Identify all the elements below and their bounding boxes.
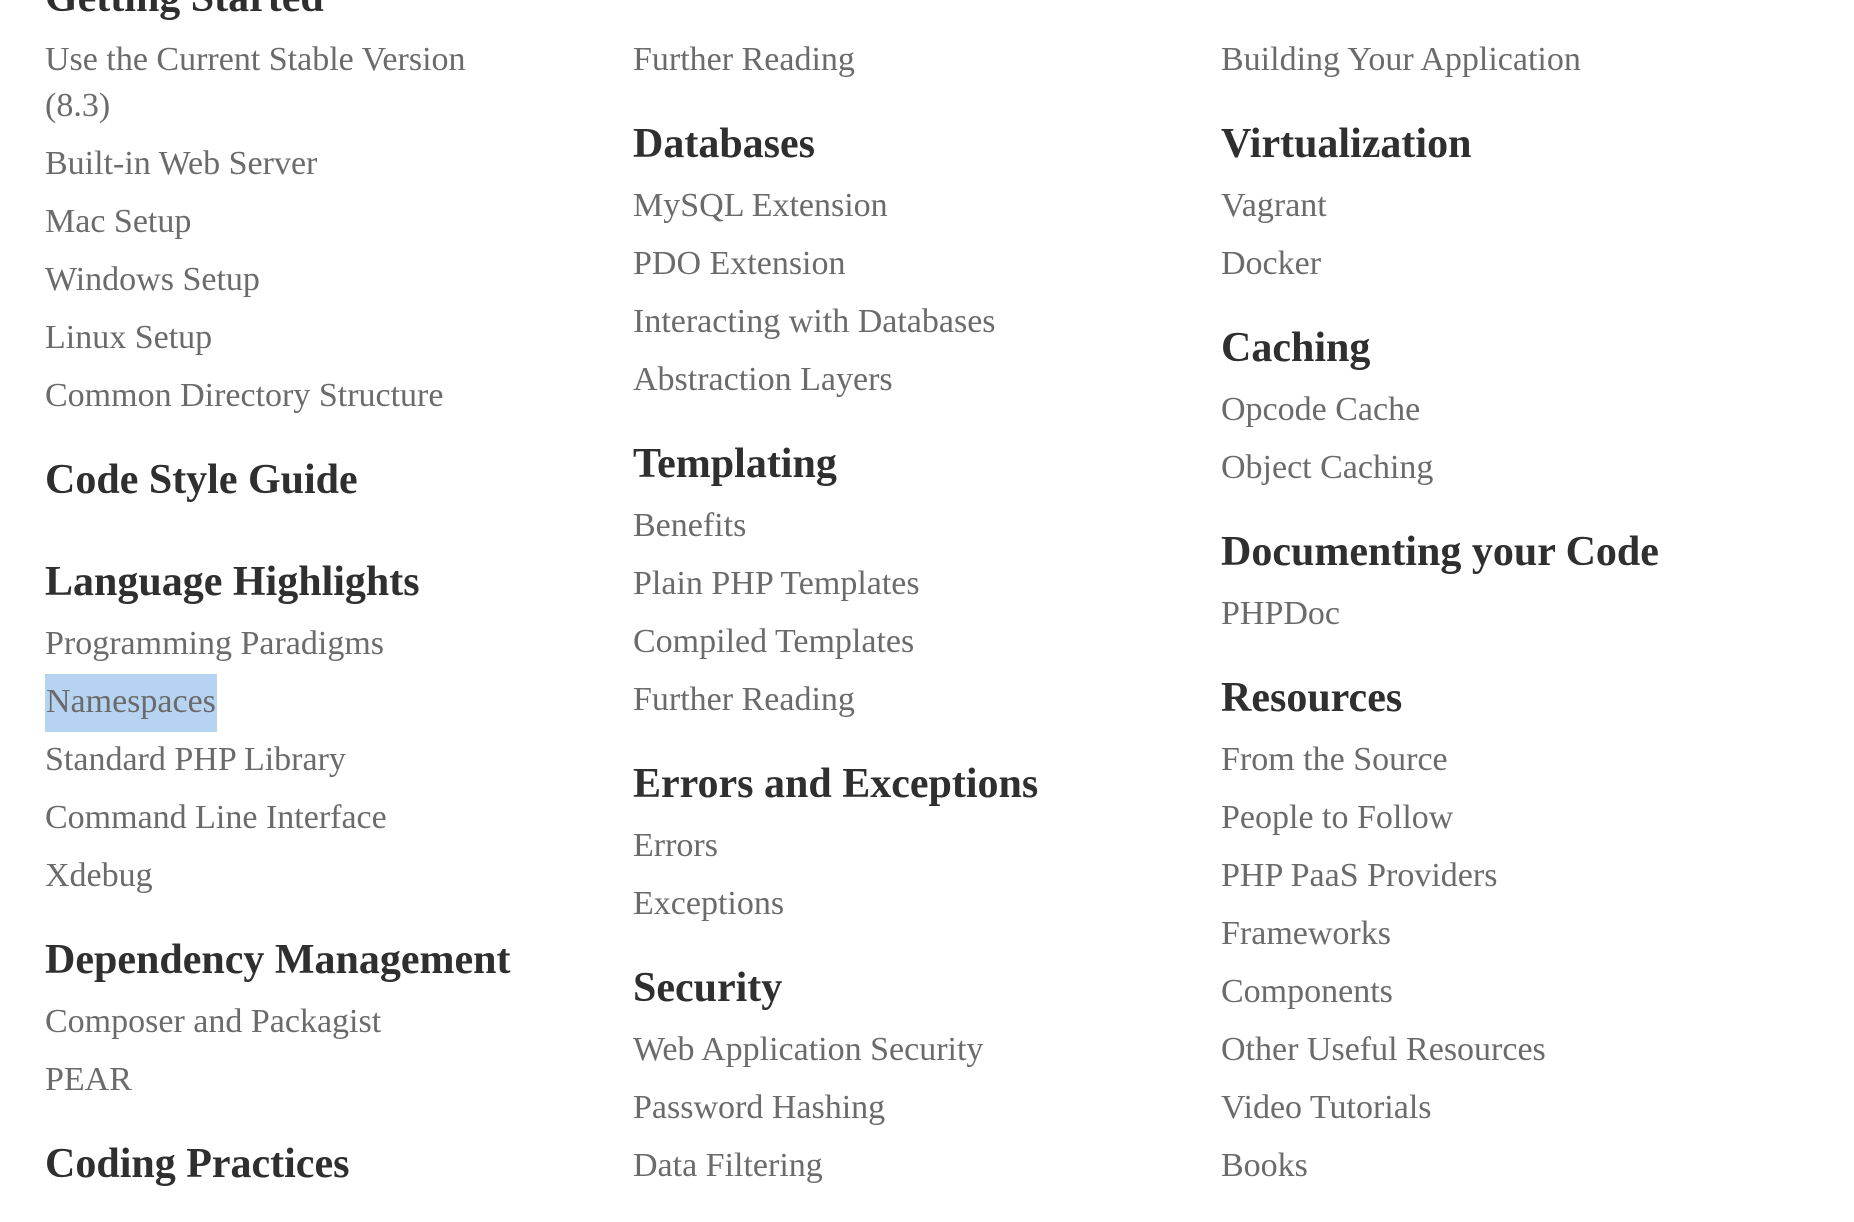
section-title-code-style-guide[interactable]: Code Style Guide [45,457,358,503]
section-items: MySQL Extension PDO Extension Interactin… [633,178,1221,410]
section-title-documenting-your-code[interactable]: Documenting your Code [1221,529,1659,575]
link-web-application-security[interactable]: Web Application Security [633,1031,984,1068]
link-mysql-extension[interactable]: MySQL Extension [633,187,888,224]
section-virtualization: Virtualization Vagrant Docker [1221,116,1809,294]
section-title-resources[interactable]: Resources [1221,675,1403,721]
section-title-templating[interactable]: Templating [633,441,837,487]
link-exceptions[interactable]: Exceptions [633,885,785,922]
section-items: Programming Paradigms Namespaces Standar… [45,616,633,906]
link-plain-php-templates[interactable]: Plain PHP Templates [633,565,920,602]
section-templating: Templating Benefits Plain PHP Templates … [633,436,1221,730]
link-data-filtering[interactable]: Data Filtering [633,1147,823,1184]
link-components[interactable]: Components [1221,973,1393,1010]
toc-column-2: ​ Further Reading Databases MySQL Extens… [633,0,1221,1222]
section-dependency-management: Dependency Management Composer and Packa… [45,932,633,1110]
link-abstraction-layers[interactable]: Abstraction Layers [633,361,893,398]
section-title-getting-started[interactable]: Getting Started [45,0,633,26]
section-items: Web Application Security Password Hashin… [633,1022,1221,1196]
section-items: Further Reading [633,32,1221,90]
section-title-errors-and-exceptions[interactable]: Errors and Exceptions [633,761,1039,807]
link-people-to-follow[interactable]: People to Follow [1221,799,1454,836]
link-common-directory-structure[interactable]: Common Directory Structure [45,377,444,414]
link-object-caching[interactable]: Object Caching [1221,449,1434,486]
link-current-stable-version[interactable]: Use the Current Stable Version (8.3) [45,41,466,124]
toc-column-1: Getting Started Use the Current Stable V… [45,0,633,1222]
section-errors-and-exceptions: Errors and Exceptions Errors Exceptions [633,756,1221,934]
section-title-security[interactable]: Security [633,965,783,1011]
link-programming-paradigms[interactable]: Programming Paradigms [45,625,385,662]
section-security: Security Web Application Security Passwo… [633,960,1221,1196]
section-resources: Resources From the Source People to Foll… [1221,670,1809,1196]
section-coding-practices: Coding Practices [45,1136,633,1192]
link-vagrant[interactable]: Vagrant [1221,187,1327,224]
toc-column-3: ​ Building Your Application Virtualizati… [1221,0,1809,1222]
section-title-coding-practices[interactable]: Coding Practices [45,1141,350,1187]
link-benefits[interactable]: Benefits [633,507,747,544]
section-title-caching[interactable]: Caching [1221,325,1371,371]
section-items: Benefits Plain PHP Templates Compiled Te… [633,498,1221,730]
section-items: Errors Exceptions [633,818,1221,934]
section-items: Building Your Application [1221,32,1809,90]
link-namespaces-selected[interactable]: Namespaces [45,674,217,732]
link-opcode-cache[interactable]: Opcode Cache [1221,391,1421,428]
link-built-in-web-server[interactable]: Built-in Web Server [45,145,318,182]
section-title-dependency-management[interactable]: Dependency Management [45,937,511,983]
link-further-reading[interactable]: Further Reading [633,41,855,78]
section-items: Use the Current Stable Version (8.3) Bui… [45,32,633,426]
link-errors[interactable]: Errors [633,827,718,864]
link-linux-setup[interactable]: Linux Setup [45,319,213,356]
section-documenting-your-code: Documenting your Code PHPDoc [1221,524,1809,644]
section-title-virtualization[interactable]: Virtualization [1221,121,1472,167]
link-password-hashing[interactable]: Password Hashing [633,1089,886,1126]
section-caching: Caching Opcode Cache Object Caching [1221,320,1809,498]
link-other-useful-resources[interactable]: Other Useful Resources [1221,1031,1546,1068]
section-items: Composer and Packagist PEAR [45,994,633,1110]
link-windows-setup[interactable]: Windows Setup [45,261,260,298]
link-docker[interactable]: Docker [1221,245,1322,282]
link-from-the-source[interactable]: From the Source [1221,741,1448,778]
link-command-line-interface[interactable]: Command Line Interface [45,799,387,836]
table-of-contents: Getting Started Use the Current Stable V… [45,0,1825,1222]
link-phpdoc[interactable]: PHPDoc [1221,595,1341,632]
link-books[interactable]: Books [1221,1147,1308,1184]
section-title-language-highlights[interactable]: Language Highlights [45,559,420,605]
link-xdebug[interactable]: Xdebug [45,857,153,894]
link-video-tutorials[interactable]: Video Tutorials [1221,1089,1432,1126]
section-title-databases[interactable]: Databases [633,121,816,167]
link-frameworks[interactable]: Frameworks [1221,915,1391,952]
section-continued: ​ Building Your Application [1221,0,1809,90]
section-code-style-guide: Code Style Guide [45,452,633,508]
link-standard-php-library[interactable]: Standard PHP Library [45,741,346,778]
section-language-highlights: Language Highlights Programming Paradigm… [45,554,633,906]
link-interacting-with-databases[interactable]: Interacting with Databases [633,303,996,340]
link-php-paas-providers[interactable]: PHP PaaS Providers [1221,857,1498,894]
section-items: From the Source People to Follow PHP Paa… [1221,732,1809,1196]
link-composer-and-packagist[interactable]: Composer and Packagist [45,1003,382,1040]
link-pear[interactable]: PEAR [45,1061,132,1098]
section-getting-started: Getting Started Use the Current Stable V… [45,0,633,426]
section-items: Opcode Cache Object Caching [1221,382,1809,498]
link-compiled-templates[interactable]: Compiled Templates [633,623,915,660]
section-databases: Databases MySQL Extension PDO Extension … [633,116,1221,410]
link-building-your-application[interactable]: Building Your Application [1221,41,1581,78]
section-continued: ​ Further Reading [633,0,1221,90]
section-items: PHPDoc [1221,586,1809,644]
link-mac-setup[interactable]: Mac Setup [45,203,192,240]
link-pdo-extension[interactable]: PDO Extension [633,245,846,282]
section-items: Vagrant Docker [1221,178,1809,294]
link-further-reading-templating[interactable]: Further Reading [633,681,855,718]
